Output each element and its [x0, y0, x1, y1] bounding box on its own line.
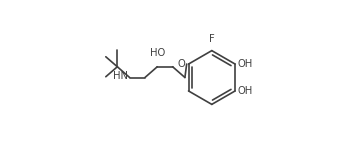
Text: HO: HO [150, 48, 165, 58]
Text: O: O [178, 59, 186, 69]
Text: F: F [209, 34, 215, 44]
Text: OH: OH [238, 86, 253, 96]
Text: HN: HN [113, 71, 128, 81]
Text: OH: OH [238, 59, 253, 69]
